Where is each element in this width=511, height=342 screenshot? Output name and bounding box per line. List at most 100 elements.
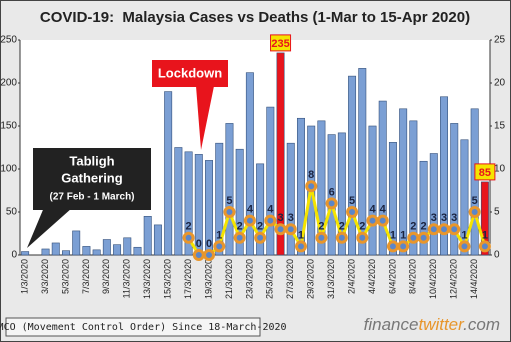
marker [233,231,246,244]
marker [397,240,410,253]
bar [143,216,152,256]
y2-tick-label: 5 [494,207,500,218]
x-tick-label: 21/3/2020 [224,259,234,299]
marker [376,214,389,227]
bar [460,139,469,256]
bar [419,160,428,256]
x-tick-label: 5/3/2020 [60,259,70,294]
bar [348,75,357,256]
data-label: 0 [206,238,212,250]
data-label: 2 [339,221,345,233]
x-tick-label: 15/3/2020 [163,259,173,299]
footnote: ** MCO (Movement Control Order) Since 18… [0,322,287,333]
bar [164,91,173,256]
data-label: 1 [216,229,222,241]
tabligh-box [33,148,151,210]
data-label: 2 [186,221,192,233]
bar [215,142,224,256]
marker [243,214,256,227]
bar [429,153,438,256]
data-label: 3 [288,212,294,224]
y-tick-label: 250 [0,35,17,46]
bar [388,142,397,256]
data-label: 5 [349,195,355,207]
bar [225,123,234,256]
bar [113,244,122,256]
data-label: 2 [318,221,324,233]
marker [325,197,338,210]
bar [440,96,448,256]
x-tick-label: 27/3/2020 [285,259,295,299]
data-label: 4 [247,204,254,216]
marker [305,180,318,193]
marker [213,240,226,253]
marker [386,240,399,253]
watermark-part: twitter [418,315,465,334]
bar [72,230,81,256]
data-label: 3 [441,212,447,224]
x-tick-label: 19/3/2020 [203,259,213,299]
data-label: 2 [237,221,243,233]
x-tick-label: 10/4/2020 [428,259,438,299]
bar [480,181,489,256]
marker [468,206,481,218]
bar [327,134,336,256]
x-tick-label: 12/4/2020 [449,259,459,299]
y-tick-label: 50 [6,207,18,218]
marker [203,249,216,261]
x-tick-label: 25/3/2020 [265,259,275,299]
bar [399,108,408,256]
bar [378,100,387,256]
data-label: 2 [410,221,416,233]
bar [317,120,326,256]
data-label: 6 [329,186,335,198]
data-label: 8 [308,169,314,181]
value-label-box [474,163,496,181]
marker [448,223,461,236]
bar [470,108,479,256]
lockdown-box [152,60,228,87]
watermark-part: finance [364,315,419,334]
value-label: 85 [479,167,491,179]
lockdown-arrow [196,86,214,150]
value-label: 235 [271,38,289,50]
bar [41,248,50,256]
bar [61,250,70,256]
x-tick-label: 1/3/2020 [19,259,29,294]
marker [274,223,287,236]
y2-tick-label: 25 [494,35,506,46]
marker [417,231,430,244]
x-tick-label: 2/4/2020 [346,259,356,294]
lockdown-label: Lockdown [158,65,222,80]
y2-tick-label: 15 [494,121,506,132]
marker [315,231,328,244]
bar [286,142,295,256]
x-tick-label: 13/3/2020 [142,259,152,299]
data-label: 1 [482,229,488,241]
y-tick-label: 150 [0,121,17,132]
y-tick-label: 200 [0,78,17,89]
bar [450,123,459,256]
bar [368,125,377,256]
marker [346,206,359,218]
tabligh-label: Tabligh [69,153,114,168]
bar [21,251,30,256]
x-tick-label: 29/3/2020 [306,259,316,299]
x-tick-label: 8/4/2020 [408,259,418,294]
marker [335,231,348,244]
x-tick-label: 11/3/2020 [122,259,132,298]
bar [337,132,346,256]
y2-tick-label: 0 [494,250,500,261]
y2-tick-label: 20 [494,78,506,89]
bar [174,147,183,256]
data-label: 1 [461,229,467,241]
marker [407,231,420,244]
data-label: 0 [196,238,202,250]
data-label: 1 [400,229,406,241]
x-tick-label: 23/3/2020 [244,259,254,299]
bar [409,120,418,256]
bar [153,224,162,256]
bar [82,246,91,256]
watermark-part: .com [463,315,500,334]
